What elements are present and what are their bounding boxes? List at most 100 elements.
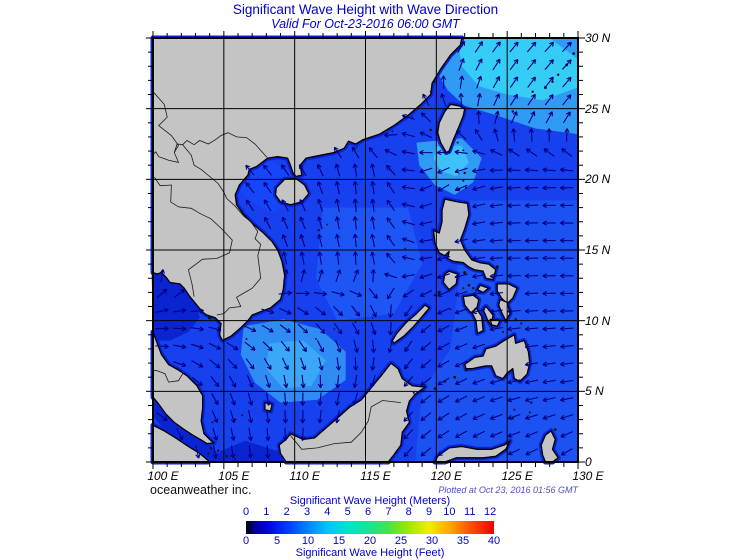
island-dot xyxy=(241,414,244,417)
colorbar-meter-tick: 4 xyxy=(324,506,331,518)
island-dot xyxy=(209,446,213,450)
credit-text: oceanweather inc. xyxy=(150,483,252,497)
colorbar-title-meters: Significant Wave Height (Meters) xyxy=(289,495,451,507)
lon-label-125: 125 E xyxy=(501,469,533,483)
island-dot xyxy=(513,408,516,411)
island-dot xyxy=(456,141,459,144)
lon-label-120: 120 E xyxy=(430,469,463,483)
lat-label-30: 30 N xyxy=(585,31,611,45)
colorbar-meter-tick: 12 xyxy=(483,506,497,518)
island-dot xyxy=(326,223,328,226)
lat-label-20: 20 N xyxy=(585,172,611,187)
valid-time-subtitle: Valid For Oct-23-2016 06:00 GMT xyxy=(271,17,460,31)
island-dot xyxy=(462,149,465,152)
island-dot xyxy=(429,128,433,132)
island-dot xyxy=(465,186,468,189)
colorbar-feet-tick: 15 xyxy=(332,535,346,547)
island-dot xyxy=(463,271,467,275)
land-halmahera xyxy=(540,430,559,463)
colorbar-meter-tick: 0 xyxy=(242,506,250,518)
island-dot xyxy=(245,338,248,340)
shade-south-scs-core xyxy=(266,340,326,389)
lon-label-110: 110 E xyxy=(289,469,320,483)
island-dot xyxy=(433,294,437,297)
island-dot xyxy=(453,375,457,379)
island-dot xyxy=(495,265,499,269)
island-dot xyxy=(501,331,504,333)
shade-east-philippine-sea xyxy=(415,200,578,462)
colorbar-meter-tick: 6 xyxy=(364,506,372,518)
island-dot xyxy=(449,308,452,311)
island-dot xyxy=(511,110,514,113)
island-dot xyxy=(462,287,465,290)
lon-label-100: 100 E xyxy=(147,469,179,483)
colorbar-meter-tick: 8 xyxy=(405,506,412,518)
island-dot xyxy=(371,317,374,319)
arrows-layer xyxy=(155,41,574,459)
colorbar-meter-tick: 9 xyxy=(426,506,433,518)
colorbar-feet-tick: 25 xyxy=(394,535,408,547)
colorbar-feet-tick: 35 xyxy=(456,535,470,547)
shade-gulf-thailand-dark xyxy=(151,269,200,341)
island-dot xyxy=(356,146,358,148)
lat-label-25: 25 N xyxy=(585,101,611,116)
island-dot xyxy=(207,316,212,320)
island-dot xyxy=(520,322,523,325)
island-dot xyxy=(207,452,210,455)
colorbar-meter-tick: 10 xyxy=(443,506,456,518)
island-dot xyxy=(429,90,432,93)
island-dot xyxy=(217,449,220,452)
colorbar-feet-tick: 20 xyxy=(363,535,377,547)
frame-layer xyxy=(146,31,585,469)
colorbar-meter-tick: 3 xyxy=(303,506,311,518)
island-dot xyxy=(333,328,336,330)
colorbar-feet-tick: 30 xyxy=(425,535,439,547)
lat-label-5: 5 N xyxy=(585,384,604,399)
island-dot xyxy=(531,90,534,93)
island-dot xyxy=(211,421,214,424)
lon-label-105: 105 E xyxy=(218,469,250,483)
island-dot xyxy=(472,287,475,290)
land-malay-peninsula xyxy=(152,331,215,445)
island-dot xyxy=(551,80,554,83)
borders-layer xyxy=(152,91,401,450)
island-dot xyxy=(404,247,406,250)
land-mindanao xyxy=(464,334,531,383)
land-sulawesi-north xyxy=(434,440,511,463)
page-title: Significant Wave Height with Wave Direct… xyxy=(232,2,499,17)
shade-java-sea-dark xyxy=(209,440,285,462)
island-dot xyxy=(554,428,557,431)
colorbar-meter-tick: 7 xyxy=(385,506,392,518)
island-dot xyxy=(464,368,468,372)
land-mindoro xyxy=(442,270,459,291)
lat-label-15: 15 N xyxy=(585,243,611,257)
island-dot xyxy=(315,338,317,340)
island-dot xyxy=(317,229,320,232)
colorbar-gradient xyxy=(246,521,494,534)
wave-map-canvas xyxy=(146,31,585,469)
island-dot xyxy=(225,455,228,458)
island-dot xyxy=(412,391,415,394)
island-dot xyxy=(528,411,531,414)
shade-central-scs-bright xyxy=(315,207,423,321)
island-dot xyxy=(433,80,436,83)
colorbar-feet-tick: 10 xyxy=(301,535,315,547)
island-dot xyxy=(411,116,414,118)
colorbar-meter-tick: 5 xyxy=(344,506,351,518)
land-palawan xyxy=(391,304,430,344)
colorbar-feet-tick: 40 xyxy=(487,535,501,547)
colorbar-meter-tick: 2 xyxy=(283,506,290,518)
island-dot xyxy=(463,171,466,175)
island-dot xyxy=(557,73,560,76)
colorbar-title-feet: Significant Wave Height (Feet) xyxy=(295,547,445,559)
land-luzon xyxy=(432,198,497,281)
island-dot xyxy=(514,318,517,321)
colorbar-meter-tick: 1 xyxy=(263,506,270,518)
island-dot xyxy=(462,179,465,182)
island-dot xyxy=(354,321,357,323)
island-dot xyxy=(234,458,237,461)
island-dot xyxy=(530,401,533,404)
island-dot xyxy=(467,284,471,287)
island-dot xyxy=(572,52,575,55)
